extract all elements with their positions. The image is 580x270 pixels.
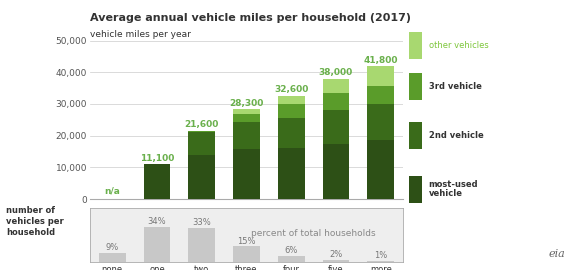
Text: 1%: 1% — [374, 251, 387, 260]
Bar — [233, 114, 260, 122]
Text: 3rd vehicle: 3rd vehicle — [429, 82, 481, 91]
Bar — [322, 260, 349, 262]
Text: 6%: 6% — [285, 246, 298, 255]
Bar — [278, 118, 304, 148]
Bar — [233, 109, 260, 114]
Text: number of
vehicles per
household: number of vehicles per household — [6, 206, 64, 237]
Text: 15%: 15% — [237, 237, 256, 246]
Bar — [188, 131, 215, 133]
Text: 32,600: 32,600 — [274, 85, 309, 94]
Bar — [367, 261, 394, 262]
Text: Average annual vehicle miles per household (2017): Average annual vehicle miles per househo… — [90, 13, 411, 23]
Text: vehicle miles per year: vehicle miles per year — [90, 30, 191, 39]
Bar — [233, 122, 260, 149]
Text: 33%: 33% — [193, 218, 211, 227]
Text: 41,800: 41,800 — [364, 56, 398, 65]
Text: 34%: 34% — [148, 217, 166, 226]
Text: 9%: 9% — [106, 243, 119, 252]
Bar — [144, 164, 171, 199]
Text: 21,600: 21,600 — [184, 120, 219, 129]
Bar — [99, 253, 126, 262]
Bar — [188, 155, 215, 199]
Bar — [233, 149, 260, 199]
Text: 38,000: 38,000 — [319, 68, 353, 77]
Text: 11,100: 11,100 — [140, 154, 174, 163]
Text: percent of total households: percent of total households — [251, 229, 376, 238]
Text: 2%: 2% — [329, 250, 343, 259]
Bar — [144, 227, 171, 262]
Bar — [367, 104, 394, 140]
Bar — [322, 93, 349, 110]
Text: other vehicles: other vehicles — [429, 41, 488, 50]
Bar — [367, 66, 394, 86]
Bar — [322, 79, 349, 93]
Text: eia: eia — [549, 249, 566, 259]
Bar — [322, 144, 349, 199]
Bar — [188, 228, 215, 262]
Bar — [278, 256, 304, 262]
Text: n/a: n/a — [104, 186, 120, 195]
Bar — [278, 96, 304, 104]
Bar — [278, 148, 304, 199]
Text: most-used
vehicle: most-used vehicle — [429, 180, 478, 198]
Bar — [367, 86, 394, 104]
Bar — [278, 104, 304, 118]
Bar — [188, 133, 215, 155]
Bar — [233, 247, 260, 262]
Bar — [367, 140, 394, 199]
Text: 2nd vehicle: 2nd vehicle — [429, 130, 483, 140]
Bar — [322, 110, 349, 144]
Text: 28,300: 28,300 — [229, 99, 264, 108]
